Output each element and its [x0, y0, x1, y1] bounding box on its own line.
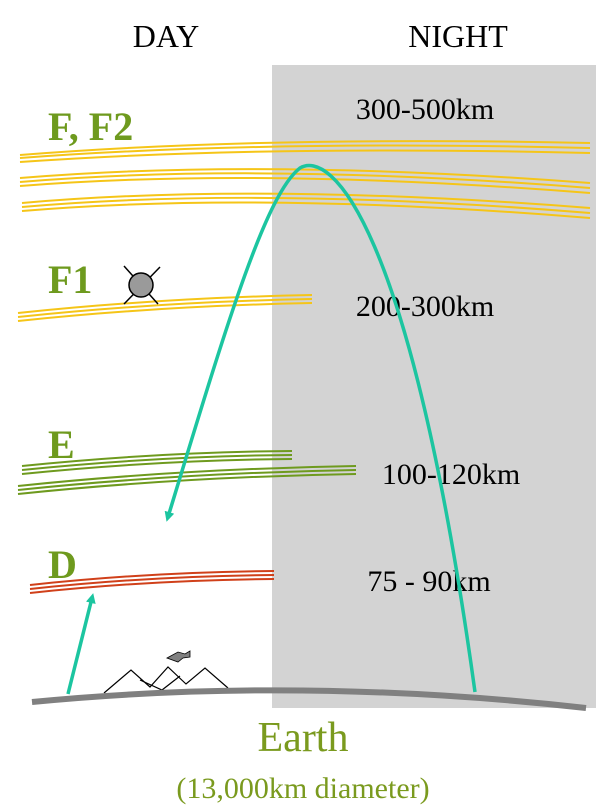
layer-label-f2: F, F2: [48, 104, 133, 149]
day-label: DAY: [133, 18, 199, 54]
layer-label-e: E: [48, 422, 75, 467]
earth-surface: [31, 687, 587, 711]
layer-f2-bands: [19, 140, 591, 219]
night-label: NIGHT: [408, 18, 508, 54]
altitude-label-e: 100-120km: [382, 458, 520, 491]
layer-label-f1: F1: [48, 257, 92, 302]
altitude-label-f2: 300-500km: [356, 93, 494, 126]
layer-d-bands: [29, 570, 275, 594]
altitude-label-f1: 200-300km: [356, 290, 494, 323]
earth-label: Earth: [258, 715, 349, 761]
layer-f1-bands: [17, 294, 313, 322]
night-region: [272, 65, 596, 708]
signal-path-arc: [164, 163, 477, 693]
earth-sublabel: (13,000km diameter): [176, 772, 429, 805]
satellite-icon: [123, 265, 161, 305]
layer-label-d: D: [48, 542, 77, 587]
airplane-icon: [166, 650, 191, 663]
altitude-label-d: 75 - 90km: [367, 565, 490, 598]
signal-path-d: [66, 593, 96, 695]
layer-e-bands: [17, 450, 357, 495]
